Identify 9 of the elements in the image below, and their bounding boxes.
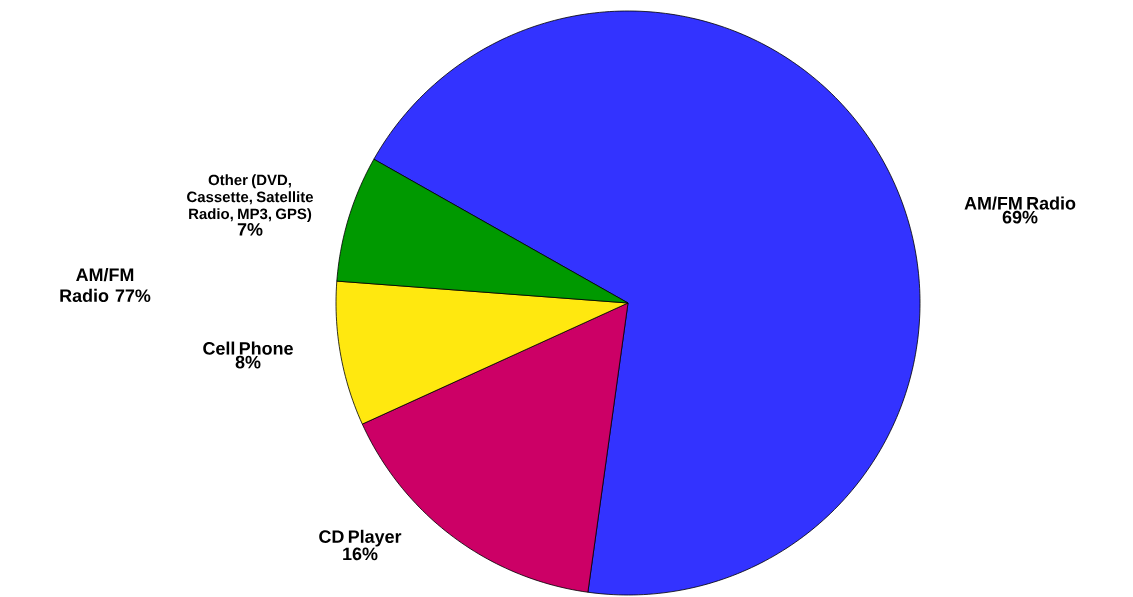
data-label: 16% xyxy=(343,547,378,561)
slice-label: Cell Phone xyxy=(203,341,293,355)
data-label: 69% xyxy=(1002,210,1038,224)
slice-label: Other (DVD, Cassette, Satellite Radio, MP3, GPS) xyxy=(187,174,314,223)
data-label: 8% xyxy=(235,355,261,369)
data-label: 7% xyxy=(237,223,263,236)
slice-label: AM/FM Radio xyxy=(964,196,1076,210)
slice-label: CD Player xyxy=(319,529,402,547)
text: AM/FM Radio 77% xyxy=(60,267,151,303)
